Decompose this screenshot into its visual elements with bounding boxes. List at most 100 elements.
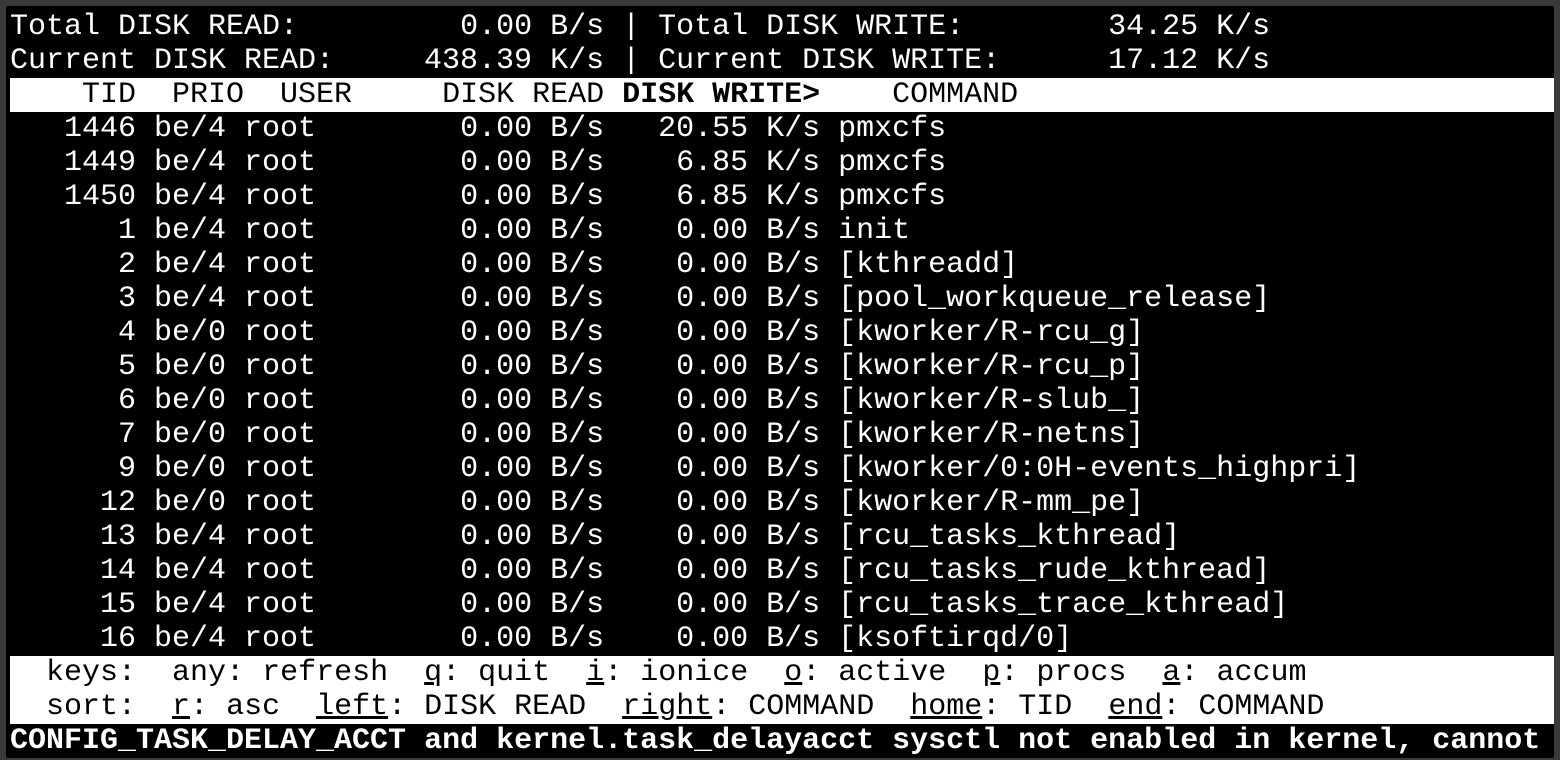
hotkey-end: end [1108, 690, 1163, 724]
spacer [748, 656, 784, 690]
disk-write-cell: 0.00 B/s [676, 282, 821, 316]
separator: | [622, 10, 641, 44]
disk-read-cell: 0.00 B/s [460, 418, 605, 452]
hotkey-home: home [910, 690, 983, 724]
disk-write-cell: 0.00 B/s [676, 554, 821, 588]
prio-cell: be/0 [154, 384, 227, 418]
prio-cell: be/4 [154, 588, 227, 622]
table-row[interactable]: 12 be/0 root 0.00 B/s 0.00 B/s [kworker/R-mm_… [10, 486, 1554, 520]
col-command[interactable]: COMMAND [892, 78, 1019, 112]
tid-cell: 5 [118, 350, 137, 384]
colon: : [388, 690, 425, 724]
tid-cell: 14 [100, 554, 137, 588]
tid-cell: 15 [100, 588, 137, 622]
hotkey-description: TID [1018, 690, 1073, 724]
table-row[interactable]: 1446 be/4 root 0.00 B/s 20.55 K/s pmxcfs [10, 112, 1554, 146]
prio-cell: be/4 [154, 214, 227, 248]
disk-read-cell: 0.00 B/s [460, 554, 605, 588]
command-cell: [kworker/0:0H-events_highpri] [838, 452, 1361, 486]
table-row[interactable]: 1 be/4 root 0.00 B/s 0.00 B/s init [10, 214, 1554, 248]
col-disk-write-sorted[interactable]: DISK WRITE> [622, 78, 821, 112]
table-row[interactable]: 16 be/4 root 0.00 B/s 0.00 B/s [ksoftirqd/0] [10, 622, 1554, 656]
col-prio[interactable]: PRIO [172, 78, 245, 112]
spacer [280, 690, 316, 724]
disk-write-cell: 0.00 B/s [676, 248, 821, 282]
command-cell: [rcu_tasks_trace_kthread] [838, 588, 1289, 622]
prio-cell: be/0 [154, 452, 227, 486]
spacer [874, 690, 910, 724]
table-row[interactable]: 6 be/0 root 0.00 B/s 0.00 B/s [kworker/R-slub… [10, 384, 1554, 418]
hotkey-description: active [838, 656, 947, 690]
table-row[interactable]: 13 be/4 root 0.00 B/s 0.00 B/s [rcu_tasks_kth… [10, 520, 1554, 554]
column-header: TID PRIO USER DISK READ DISK WRITE> COMM… [10, 78, 1554, 112]
command-cell: [kworker/R-slub_] [838, 384, 1145, 418]
colon: : [1000, 656, 1037, 690]
total-read-value: 0.00 B/s [460, 10, 605, 44]
table-row[interactable]: 15 be/4 root 0.00 B/s 0.00 B/s [rcu_tasks_tra… [10, 588, 1554, 622]
hotkey-description: COMMAND [748, 690, 875, 724]
prio-cell: be/4 [154, 112, 227, 146]
current-io-line: Current DISK READ: 438.39 K/s | Current … [10, 44, 1554, 78]
prio-cell: be/0 [154, 350, 227, 384]
disk-write-cell: 0.00 B/s [676, 520, 821, 554]
prio-cell: be/4 [154, 622, 227, 656]
warning-message: CONFIG_TASK_DELAY_ACCT and kernel.task_d… [10, 724, 1541, 758]
user-cell: root [244, 112, 317, 146]
prio-cell: be/0 [154, 316, 227, 350]
table-row[interactable]: 4 be/0 root 0.00 B/s 0.00 B/s [kworker/R-rcu_… [10, 316, 1554, 350]
hotkey-description: ionice [640, 656, 749, 690]
spacer [10, 656, 46, 690]
disk-write-cell: 0.00 B/s [676, 350, 821, 384]
disk-read-cell: 0.00 B/s [460, 146, 605, 180]
table-row[interactable]: 14 be/4 root 0.00 B/s 0.00 B/s [rcu_tasks_rud… [10, 554, 1554, 588]
col-user[interactable]: USER [280, 78, 353, 112]
command-cell: pmxcfs [838, 112, 947, 146]
hotkey-a: a [1162, 656, 1181, 690]
user-cell: root [244, 418, 317, 452]
colon: : [190, 690, 227, 724]
hotkey-left: left [316, 690, 389, 724]
command-cell: [rcu_tasks_rude_kthread] [838, 554, 1271, 588]
table-row[interactable]: 5 be/0 root 0.00 B/s 0.00 B/s [kworker/R-rcu_… [10, 350, 1554, 384]
disk-read-cell: 0.00 B/s [460, 316, 605, 350]
disk-write-cell: 0.00 B/s [676, 486, 821, 520]
disk-write-cell: 0.00 B/s [676, 384, 821, 418]
prio-cell: be/4 [154, 146, 227, 180]
command-cell: [kworker/R-mm_pe] [838, 486, 1145, 520]
command-cell: pmxcfs [838, 180, 947, 214]
user-cell: root [244, 588, 317, 622]
prio-cell: be/4 [154, 520, 227, 554]
tid-cell: 2 [118, 248, 137, 282]
table-row[interactable]: 7 be/0 root 0.00 B/s 0.00 B/s [kworker/R-netn… [10, 418, 1554, 452]
hotkey-description: COMMAND [1198, 690, 1325, 724]
table-row[interactable]: 9 be/0 root 0.00 B/s 0.00 B/s [kworker/0:0H-e… [10, 452, 1554, 486]
user-cell: root [244, 146, 317, 180]
user-cell: root [244, 520, 317, 554]
hotkey-description: accum [1216, 656, 1307, 690]
hotkey-i: i [586, 656, 605, 690]
total-write-label: Total DISK WRITE: [658, 10, 965, 44]
tid-cell: 1450 [64, 180, 137, 214]
prio-cell: be/4 [154, 180, 227, 214]
col-disk-read[interactable]: DISK READ [442, 78, 605, 112]
tid-cell: 6 [118, 384, 137, 418]
tid-cell: 1 [118, 214, 137, 248]
table-row[interactable]: 1449 be/4 root 0.00 B/s 6.85 K/s pmxcfs [10, 146, 1554, 180]
tid-cell: 7 [118, 418, 137, 452]
disk-write-cell: 0.00 B/s [676, 214, 821, 248]
table-row[interactable]: 2 be/4 root 0.00 B/s 0.00 B/s [kthreadd] [10, 248, 1554, 282]
table-row[interactable]: 3 be/4 root 0.00 B/s 0.00 B/s [pool_workqueue… [10, 282, 1554, 316]
user-cell: root [244, 486, 317, 520]
hotkey-description: procs [1036, 656, 1127, 690]
spacer [136, 690, 172, 724]
table-row[interactable]: 1450 be/4 root 0.00 B/s 6.85 K/s pmxcfs [10, 180, 1554, 214]
user-cell: root [244, 384, 317, 418]
user-cell: root [244, 248, 317, 282]
hotkey-description: asc [226, 690, 281, 724]
disk-read-cell: 0.00 B/s [460, 588, 605, 622]
current-read-value: 438.39 K/s [424, 44, 605, 78]
col-tid[interactable]: TID [82, 78, 137, 112]
disk-write-cell: 0.00 B/s [676, 588, 821, 622]
hotkey-description: refresh [262, 656, 389, 690]
command-cell: [kworker/R-rcu_g] [838, 316, 1145, 350]
